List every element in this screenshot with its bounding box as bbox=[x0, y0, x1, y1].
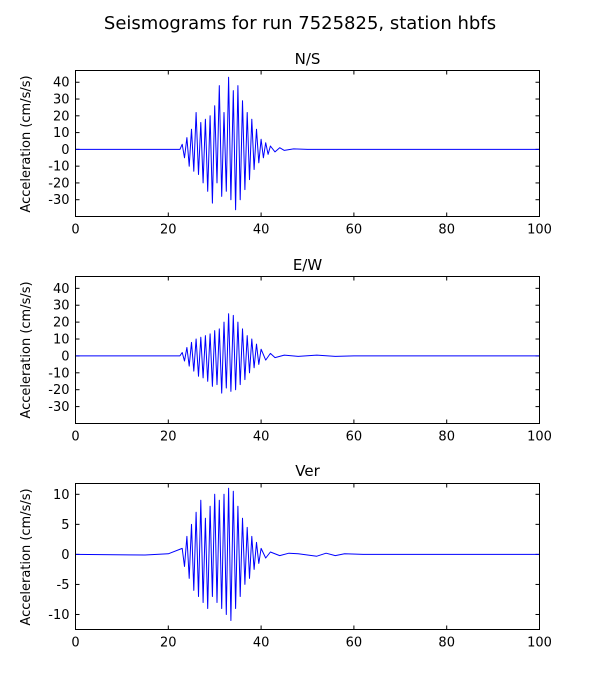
panel-title: N/S bbox=[295, 50, 321, 68]
x-tick-label: 100 bbox=[527, 636, 552, 651]
y-tick-label: 10 bbox=[53, 488, 70, 503]
y-tick-label: 40 bbox=[53, 282, 70, 297]
y-tick-label: 0 bbox=[61, 548, 69, 563]
seismogram-trace bbox=[75, 76, 540, 211]
y-tick-label: -20 bbox=[48, 383, 69, 398]
panel-ns: N/S Acceleration (cm/s/s) 0 20 40 60 80 100-3… bbox=[19, 50, 552, 238]
y-tick-label: 5 bbox=[61, 518, 69, 533]
y-axis-label: Acceleration (cm/s/s) bbox=[19, 75, 34, 212]
x-tick-label: 20 bbox=[160, 223, 177, 238]
y-tick-label: 0 bbox=[61, 349, 69, 364]
y-tick-label: -20 bbox=[48, 176, 69, 191]
plot-frame bbox=[75, 483, 540, 630]
plot-frame bbox=[75, 276, 540, 424]
tick-labels: 0 20 40 60 80 100 -10 -5 0 5 10 bbox=[48, 483, 552, 651]
y-tick-label: -5 bbox=[57, 578, 70, 593]
x-tick-label: 0 bbox=[71, 223, 79, 238]
seismogram-trace bbox=[75, 313, 540, 394]
panel-title: E/W bbox=[293, 256, 323, 274]
x-tick-label: 80 bbox=[438, 430, 455, 445]
y-tick-label: -10 bbox=[48, 160, 69, 175]
trace-group bbox=[75, 487, 540, 621]
y-tick-label: -30 bbox=[48, 193, 69, 208]
plot-frame bbox=[75, 70, 540, 217]
x-tick-label: 100 bbox=[527, 223, 552, 238]
x-tick-label: 60 bbox=[346, 223, 363, 238]
y-tick-label: 30 bbox=[53, 93, 70, 108]
y-tick-label: 10 bbox=[53, 126, 70, 141]
seismogram-trace bbox=[75, 487, 540, 621]
figure-title: Seismograms for run 7525825, station hbf… bbox=[104, 13, 496, 34]
x-tick-label: 40 bbox=[253, 636, 270, 651]
trace-group bbox=[75, 313, 540, 394]
y-tick-label: -10 bbox=[48, 608, 69, 623]
x-tick-label: 0 bbox=[71, 430, 79, 445]
x-tick-label: 60 bbox=[346, 636, 363, 651]
x-tick-label: 80 bbox=[438, 636, 455, 651]
x-tick-label: 80 bbox=[438, 223, 455, 238]
y-tick-label: -10 bbox=[48, 366, 69, 381]
x-tick-label: 100 bbox=[527, 430, 552, 445]
y-axis-label: Acceleration (cm/s/s) bbox=[19, 281, 34, 418]
x-tick-label: 0 bbox=[71, 636, 79, 651]
x-tick-label: 40 bbox=[253, 430, 270, 445]
y-tick-label: -30 bbox=[48, 400, 69, 415]
panel-ew: E/W Acceleration (cm/s/s) 0 20 40 60 80 100-3… bbox=[19, 256, 552, 445]
x-tick-label: 20 bbox=[160, 430, 177, 445]
x-tick-label: 60 bbox=[346, 430, 363, 445]
y-axis-label: Acceleration (cm/s/s) bbox=[19, 488, 34, 625]
x-tick-label: 20 bbox=[160, 636, 177, 651]
y-tick-label: 30 bbox=[53, 299, 70, 314]
trace-group bbox=[75, 76, 540, 211]
y-tick-label: 40 bbox=[53, 76, 70, 91]
panel-ver: Ver Acceleration (cm/s/s) 0 20 40 60 80 100-1… bbox=[19, 462, 552, 651]
panel-title: Ver bbox=[295, 462, 320, 480]
x-tick-label: 40 bbox=[253, 223, 270, 238]
y-tick-label: 20 bbox=[53, 109, 70, 124]
y-tick-label: 10 bbox=[53, 333, 70, 348]
y-tick-label: 20 bbox=[53, 316, 70, 331]
y-tick-label: 0 bbox=[61, 143, 69, 158]
